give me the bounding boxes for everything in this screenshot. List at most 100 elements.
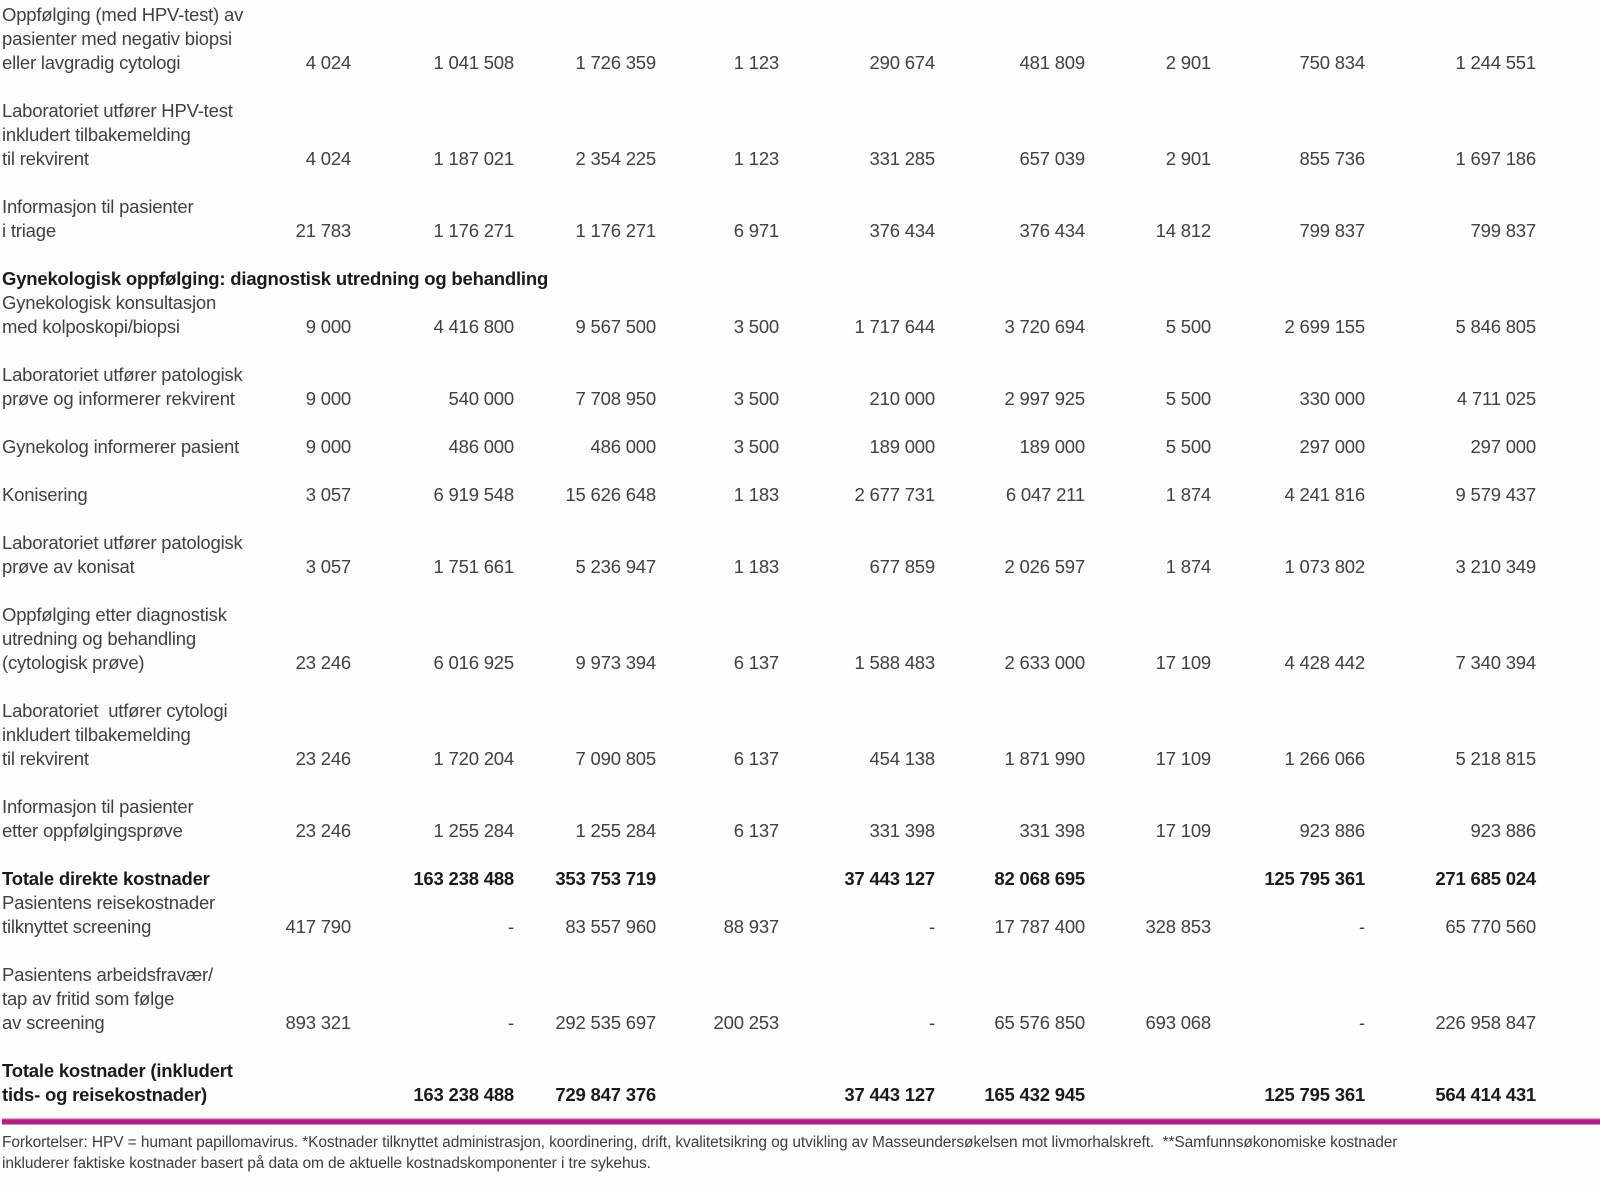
row-label: Totale kostnader (inkludert tids- og rei… xyxy=(2,1060,233,1105)
value-cell: 1 183 xyxy=(733,484,779,505)
value-cell: 1 751 661 xyxy=(433,556,514,577)
value-cell: 2 633 000 xyxy=(1004,652,1085,673)
row-label: Totale direkte kostnader xyxy=(2,868,210,889)
value-cell: 1 183 xyxy=(733,556,779,577)
table-row: Informasjon til pasienter etter oppfølgi… xyxy=(2,795,1536,843)
value-cell: 23 246 xyxy=(295,748,352,769)
value-cell: 564 414 431 xyxy=(1435,1084,1536,1105)
value-cell: 1 176 271 xyxy=(575,220,656,241)
value-cell: 6 919 548 xyxy=(433,484,514,505)
table-row: Informasjon til pasienter i triage 21 783… xyxy=(2,195,1536,243)
table-row: Gynekolog informerer pasient 9 000 486 000… xyxy=(2,435,1536,459)
value-cell: 1 588 483 xyxy=(854,652,935,673)
value-cell: 297 000 xyxy=(1299,436,1366,457)
row-label: Pasientens reisekostnader tilknyttet scr… xyxy=(2,892,216,937)
value-cell: 6 137 xyxy=(733,820,779,841)
row-label: Konisering xyxy=(2,484,88,505)
row-label: Laboratoriet utfører cytologi inkludert … xyxy=(2,700,228,769)
value-cell: 125 795 361 xyxy=(1264,1084,1365,1105)
value-cell: 3 500 xyxy=(733,436,779,457)
value-cell: 226 958 847 xyxy=(1435,1012,1536,1033)
value-cell: 2 677 731 xyxy=(854,484,935,505)
value-cell: - xyxy=(508,1012,514,1033)
value-cell: 23 246 xyxy=(295,652,352,673)
value-cell: 2 026 597 xyxy=(1004,556,1085,577)
value-cell: 330 000 xyxy=(1299,388,1366,409)
value-cell: 2 901 xyxy=(1165,52,1211,73)
table-row: Totale kostnader (inkludert tids- og rei… xyxy=(2,1059,1536,1107)
value-cell: 165 432 945 xyxy=(984,1084,1085,1105)
value-cell: 37 443 127 xyxy=(844,1084,935,1105)
value-cell: 290 674 xyxy=(869,52,936,73)
value-cell: 5 500 xyxy=(1165,388,1211,409)
row-label: Laboratoriet utfører HPV-test inkludert … xyxy=(2,100,233,169)
value-cell: - xyxy=(508,916,514,937)
value-cell: 5 500 xyxy=(1165,316,1211,337)
value-cell: 23 246 xyxy=(295,820,352,841)
value-cell: 163 238 488 xyxy=(413,1084,514,1105)
value-cell: 6 137 xyxy=(733,748,779,769)
value-cell: 1 720 204 xyxy=(433,748,514,769)
value-cell: 376 434 xyxy=(1019,220,1086,241)
value-cell: 9 973 394 xyxy=(575,652,656,673)
value-cell: 1 041 508 xyxy=(433,52,514,73)
value-cell: 1 073 802 xyxy=(1284,556,1365,577)
value-cell: 540 000 xyxy=(448,388,515,409)
value-cell: 5 500 xyxy=(1165,436,1211,457)
value-cell: 923 886 xyxy=(1299,820,1366,841)
value-cell: - xyxy=(929,916,935,937)
value-cell: 65 576 850 xyxy=(994,1012,1085,1033)
value-cell: 417 790 xyxy=(285,916,352,937)
value-cell: 1 726 359 xyxy=(575,52,656,73)
value-cell: 9 000 xyxy=(305,316,351,337)
value-cell: - xyxy=(929,1012,935,1033)
value-cell: 14 812 xyxy=(1155,220,1212,241)
value-cell: 17 109 xyxy=(1155,652,1212,673)
row-label: Informasjon til pasienter etter oppfølgi… xyxy=(2,796,194,841)
value-cell: 1 266 066 xyxy=(1284,748,1365,769)
value-cell: 189 000 xyxy=(869,436,936,457)
value-cell: 292 535 697 xyxy=(555,1012,656,1033)
value-cell: 481 809 xyxy=(1019,52,1086,73)
section-header-row: Gynekologisk oppfølging: diagnostisk utr… xyxy=(2,267,1536,291)
value-cell: 9 000 xyxy=(305,436,351,457)
value-cell: 3 500 xyxy=(733,388,779,409)
value-cell: 1 255 284 xyxy=(433,820,514,841)
value-cell: 6 137 xyxy=(733,652,779,673)
table-row: Laboratoriet utfører patologisk prøve og… xyxy=(2,363,1536,411)
value-cell: 5 846 805 xyxy=(1455,316,1536,337)
table-row: Laboratoriet utfører patologisk prøve av… xyxy=(2,531,1536,579)
value-cell: 4 024 xyxy=(305,52,351,73)
value-cell: 9 000 xyxy=(305,388,351,409)
value-cell: 210 000 xyxy=(869,388,936,409)
value-cell: 4 241 816 xyxy=(1284,484,1365,505)
value-cell: 799 837 xyxy=(1470,220,1537,241)
value-cell: 17 787 400 xyxy=(994,916,1085,937)
table-row: Oppfølging (med HPV-test) av pasienter m… xyxy=(2,3,1536,75)
value-cell: 328 853 xyxy=(1145,916,1212,937)
table-row: Oppfølging etter diagnostisk utredning o… xyxy=(2,603,1536,675)
value-cell: 3 057 xyxy=(305,556,351,577)
table-row: Laboratoriet utfører cytologi inkludert … xyxy=(2,699,1536,771)
value-cell: 6 016 925 xyxy=(433,652,514,673)
value-cell: 486 000 xyxy=(590,436,657,457)
value-cell: 893 321 xyxy=(285,1012,352,1033)
value-cell: 83 557 960 xyxy=(565,916,656,937)
row-label: Oppfølging (med HPV-test) av pasienter m… xyxy=(2,4,244,73)
value-cell: 2 699 155 xyxy=(1284,316,1365,337)
section-header-label: Gynekologisk oppfølging: diagnostisk utr… xyxy=(2,268,549,289)
value-cell: 5 218 815 xyxy=(1455,748,1536,769)
row-label: Oppfølging etter diagnostisk utredning o… xyxy=(2,604,227,673)
table-footnote: Forkortelser: HPV = humant papillomaviru… xyxy=(2,1134,1398,1172)
value-cell: 297 000 xyxy=(1470,436,1537,457)
table-row: Pasientens reisekostnader tilknyttet scr… xyxy=(2,891,1536,939)
value-cell: 3 210 349 xyxy=(1455,556,1536,577)
cost-table: Oppfølging (med HPV-test) av pasienter m… xyxy=(2,3,1536,1107)
value-cell: 189 000 xyxy=(1019,436,1086,457)
value-cell: 729 847 376 xyxy=(555,1084,656,1105)
value-cell: 7 090 805 xyxy=(575,748,656,769)
value-cell: 6 047 211 xyxy=(1005,484,1085,505)
row-label: Laboratoriet utfører patologisk prøve og… xyxy=(2,364,243,409)
